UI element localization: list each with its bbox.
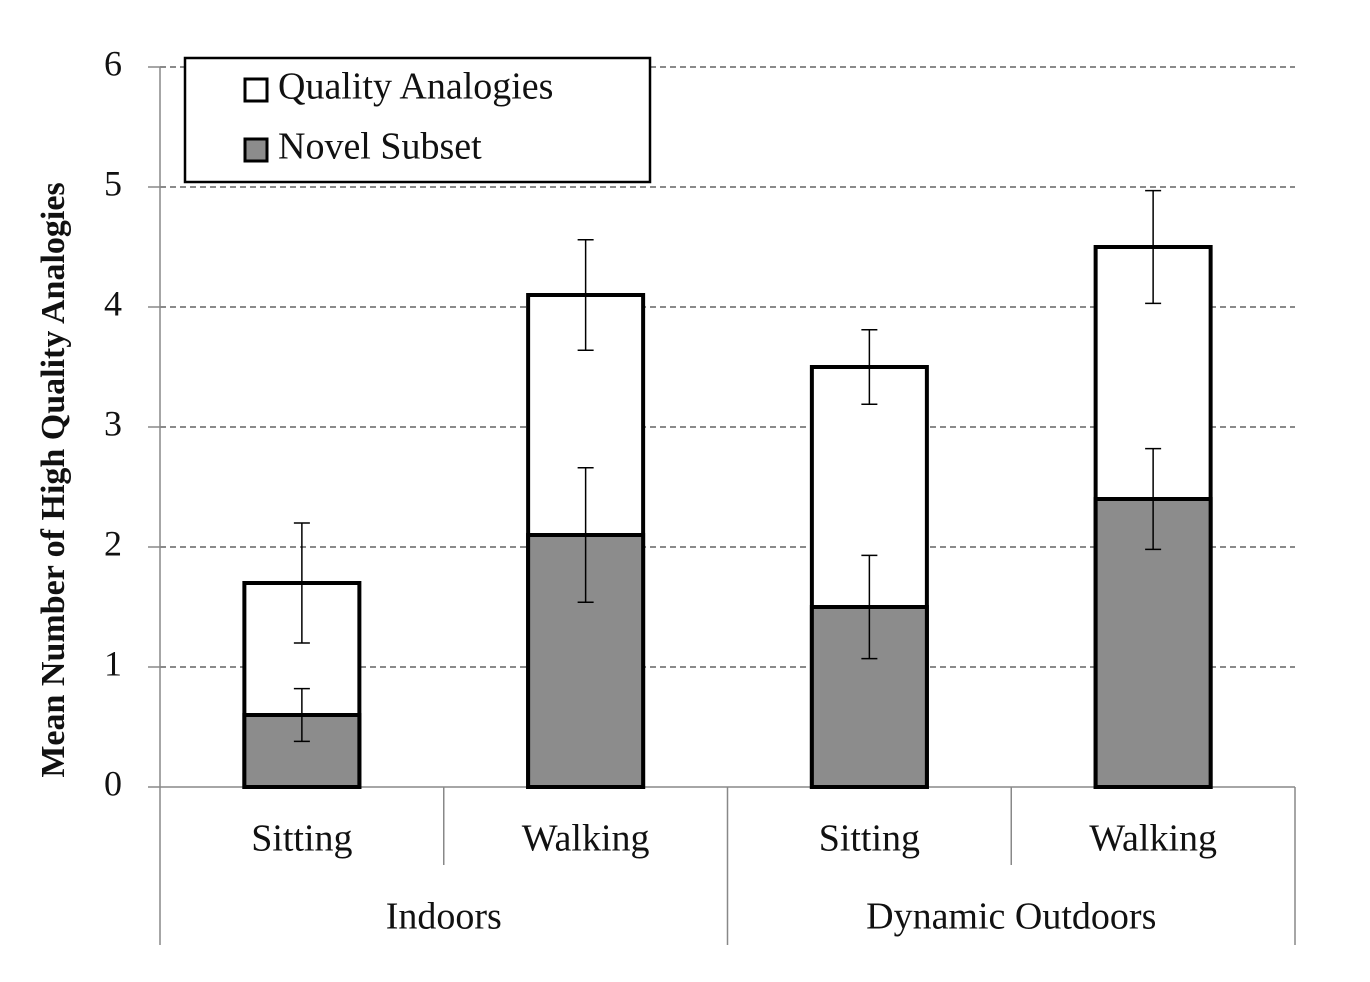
y-axis-label: Mean Number of High Quality Analogies bbox=[35, 182, 72, 777]
y-tick-label: 0 bbox=[104, 763, 122, 803]
error-bar bbox=[577, 467, 594, 603]
x-tick-label: Sitting bbox=[251, 818, 352, 860]
error-bar bbox=[861, 554, 878, 660]
y-tick-label: 1 bbox=[104, 643, 122, 683]
legend-swatch bbox=[243, 137, 269, 163]
x-tick-label: Walking bbox=[1089, 818, 1217, 860]
y-tick-label: 2 bbox=[104, 523, 122, 563]
legend-label: Novel Subset bbox=[278, 126, 482, 168]
y-tick-label: 3 bbox=[104, 403, 122, 443]
y-tick-label: 5 bbox=[104, 163, 122, 203]
group-label: Indoors bbox=[386, 896, 502, 938]
error-bar bbox=[1145, 189, 1162, 305]
error-bar bbox=[577, 239, 594, 351]
error-bar bbox=[293, 522, 310, 644]
group-label: Dynamic Outdoors bbox=[866, 896, 1156, 938]
error-bar bbox=[293, 687, 310, 743]
x-tick-label: Sitting bbox=[819, 818, 920, 860]
legend-label: Quality Analogies bbox=[278, 66, 553, 108]
error-bar bbox=[1145, 447, 1162, 551]
y-tick-label: 6 bbox=[104, 43, 122, 83]
y-tick-label: 4 bbox=[104, 283, 122, 323]
legend-swatch bbox=[243, 77, 269, 103]
x-tick-label: Walking bbox=[522, 818, 650, 860]
error-bar bbox=[861, 329, 878, 405]
